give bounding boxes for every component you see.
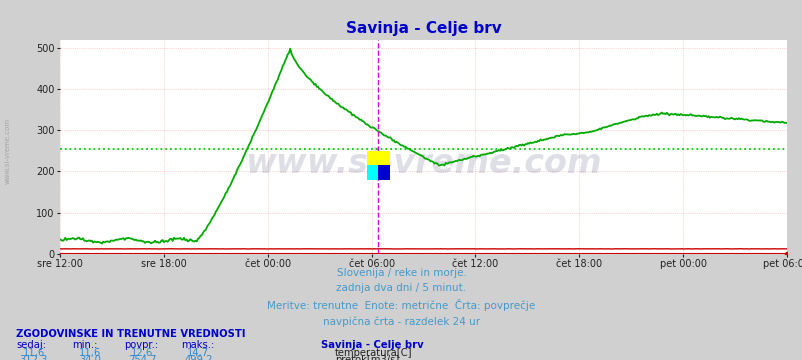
Text: 11,6: 11,6 bbox=[79, 348, 101, 358]
Text: maks.:: maks.: bbox=[180, 340, 213, 350]
Text: 312,3: 312,3 bbox=[19, 355, 48, 360]
Text: Savinja - Celje brv: Savinja - Celje brv bbox=[321, 340, 423, 350]
Bar bbox=[367, 165, 378, 180]
Text: pretok[m3/s]: pretok[m3/s] bbox=[334, 355, 399, 360]
Bar bbox=[378, 165, 389, 180]
Text: 34,0: 34,0 bbox=[79, 355, 101, 360]
Text: sedaj:: sedaj: bbox=[16, 340, 46, 350]
Text: 499,2: 499,2 bbox=[184, 355, 213, 360]
Text: 11,6: 11,6 bbox=[22, 348, 45, 358]
Text: 14,7: 14,7 bbox=[187, 348, 209, 358]
Text: ZGODOVINSKE IN TRENUTNE VREDNOSTI: ZGODOVINSKE IN TRENUTNE VREDNOSTI bbox=[16, 329, 245, 339]
Text: temperatura[C]: temperatura[C] bbox=[334, 348, 412, 358]
Title: Savinja - Celje brv: Savinja - Celje brv bbox=[346, 21, 500, 36]
Text: 12,6: 12,6 bbox=[131, 348, 153, 358]
Bar bbox=[367, 151, 389, 165]
Text: www.si-vreme.com: www.si-vreme.com bbox=[245, 147, 602, 180]
Text: www.si-vreme.com: www.si-vreme.com bbox=[5, 118, 11, 184]
Text: 254,7: 254,7 bbox=[128, 355, 156, 360]
Text: min.:: min.: bbox=[72, 340, 98, 350]
Text: povpr.:: povpr.: bbox=[124, 340, 158, 350]
Text: Slovenija / reke in morje.
zadnja dva dni / 5 minut.
Meritve: trenutne  Enote: m: Slovenija / reke in morje. zadnja dva dn… bbox=[267, 268, 535, 327]
